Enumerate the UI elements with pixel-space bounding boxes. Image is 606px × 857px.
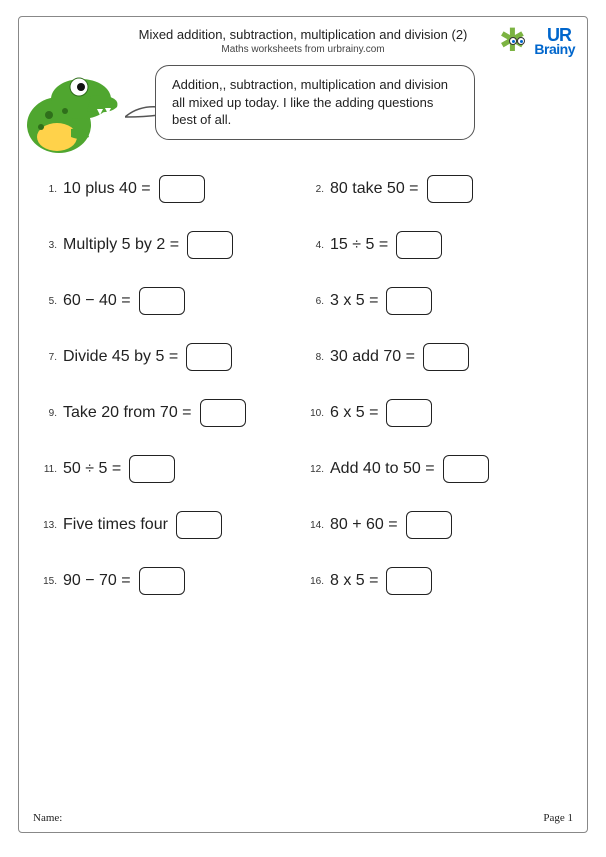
answer-box[interactable] — [386, 399, 432, 427]
question-number: 16. — [310, 576, 324, 587]
question-number: 6. — [310, 296, 324, 307]
question-text: 30 add 70 = — [330, 348, 415, 366]
question-number: 14. — [310, 520, 324, 531]
question-text: 8 x 5 = — [330, 572, 378, 590]
answer-box[interactable] — [396, 231, 442, 259]
question-row: 2. 80 take 50 = — [310, 175, 569, 203]
question-row: 8. 30 add 70 = — [310, 343, 569, 371]
speech-bubble: Addition,, subtraction, multiplication a… — [155, 65, 475, 140]
answer-box[interactable] — [159, 175, 205, 203]
question-text: 80 + 60 = — [330, 516, 398, 534]
question-text: 80 take 50 = — [330, 180, 419, 198]
question-text: Add 40 to 50 = — [330, 460, 435, 478]
name-label: Name: — [33, 812, 62, 824]
question-row: 6. 3 x 5 = — [310, 287, 569, 315]
answer-box[interactable] — [139, 567, 185, 595]
question-number: 12. — [310, 464, 324, 475]
question-text: 90 − 70 = — [63, 572, 131, 590]
answer-box[interactable] — [423, 343, 469, 371]
logo-text-brainy: Brainy — [534, 41, 575, 57]
speech-text: Addition,, subtraction, multiplication a… — [172, 77, 448, 127]
question-row: 10. 6 x 5 = — [310, 399, 569, 427]
question-row: 7. Divide 45 by 5 = — [43, 343, 302, 371]
intro-row: Addition,, subtraction, multiplication a… — [25, 59, 581, 169]
question-row: 4. 15 ÷ 5 = — [310, 231, 569, 259]
question-number: 13. — [43, 520, 57, 531]
question-text: Multiply 5 by 2 = — [63, 236, 179, 254]
question-number: 9. — [43, 408, 57, 419]
answer-box[interactable] — [186, 343, 232, 371]
question-text: Take 20 from 70 = — [63, 404, 192, 422]
logo-splat-icon — [501, 29, 531, 59]
answer-box[interactable] — [427, 175, 473, 203]
question-number: 11. — [43, 464, 57, 475]
answer-box[interactable] — [406, 511, 452, 539]
footer: Name: Page 1 — [33, 812, 573, 824]
question-number: 5. — [43, 296, 57, 307]
answer-box[interactable] — [386, 287, 432, 315]
crocodile-icon — [21, 65, 121, 165]
question-row: 13. Five times four — [43, 511, 302, 539]
question-text: Five times four — [63, 516, 168, 534]
question-number: 3. — [43, 240, 57, 251]
question-number: 10. — [310, 408, 324, 419]
speech-tail-icon — [125, 103, 159, 121]
question-number: 1. — [43, 184, 57, 195]
question-number: 4. — [310, 240, 324, 251]
answer-box[interactable] — [187, 231, 233, 259]
question-number: 2. — [310, 184, 324, 195]
question-row: 14. 80 + 60 = — [310, 511, 569, 539]
question-row: 3. Multiply 5 by 2 = — [43, 231, 302, 259]
question-row: 5. 60 − 40 = — [43, 287, 302, 315]
answer-box[interactable] — [386, 567, 432, 595]
question-text: Divide 45 by 5 = — [63, 348, 178, 366]
question-text: 3 x 5 = — [330, 292, 378, 310]
answer-box[interactable] — [176, 511, 222, 539]
question-number: 8. — [310, 352, 324, 363]
answer-box[interactable] — [129, 455, 175, 483]
question-text: 60 − 40 = — [63, 292, 131, 310]
answer-box[interactable] — [443, 455, 489, 483]
question-text: 6 x 5 = — [330, 404, 378, 422]
question-row: 15. 90 − 70 = — [43, 567, 302, 595]
question-text: 10 plus 40 = — [63, 180, 151, 198]
question-row: 1. 10 plus 40 = — [43, 175, 302, 203]
page-number: Page 1 — [543, 812, 573, 824]
worksheet-page: Mixed addition, subtraction, multiplicat… — [18, 16, 588, 833]
questions-area: 1. 10 plus 40 = 2. 80 take 50 = 3. Multiply 5… — [25, 175, 581, 595]
question-text: 15 ÷ 5 = — [330, 236, 388, 254]
question-row: 12. Add 40 to 50 = — [310, 455, 569, 483]
answer-box[interactable] — [200, 399, 246, 427]
question-number: 15. — [43, 576, 57, 587]
question-row: 11. 50 ÷ 5 = — [43, 455, 302, 483]
question-row: 9. Take 20 from 70 = — [43, 399, 302, 427]
question-number: 7. — [43, 352, 57, 363]
question-row: 16. 8 x 5 = — [310, 567, 569, 595]
header: Mixed addition, subtraction, multiplicat… — [25, 27, 581, 55]
answer-box[interactable] — [139, 287, 185, 315]
questions-grid: 1. 10 plus 40 = 2. 80 take 50 = 3. Multiply 5… — [43, 175, 569, 595]
question-text: 50 ÷ 5 = — [63, 460, 121, 478]
